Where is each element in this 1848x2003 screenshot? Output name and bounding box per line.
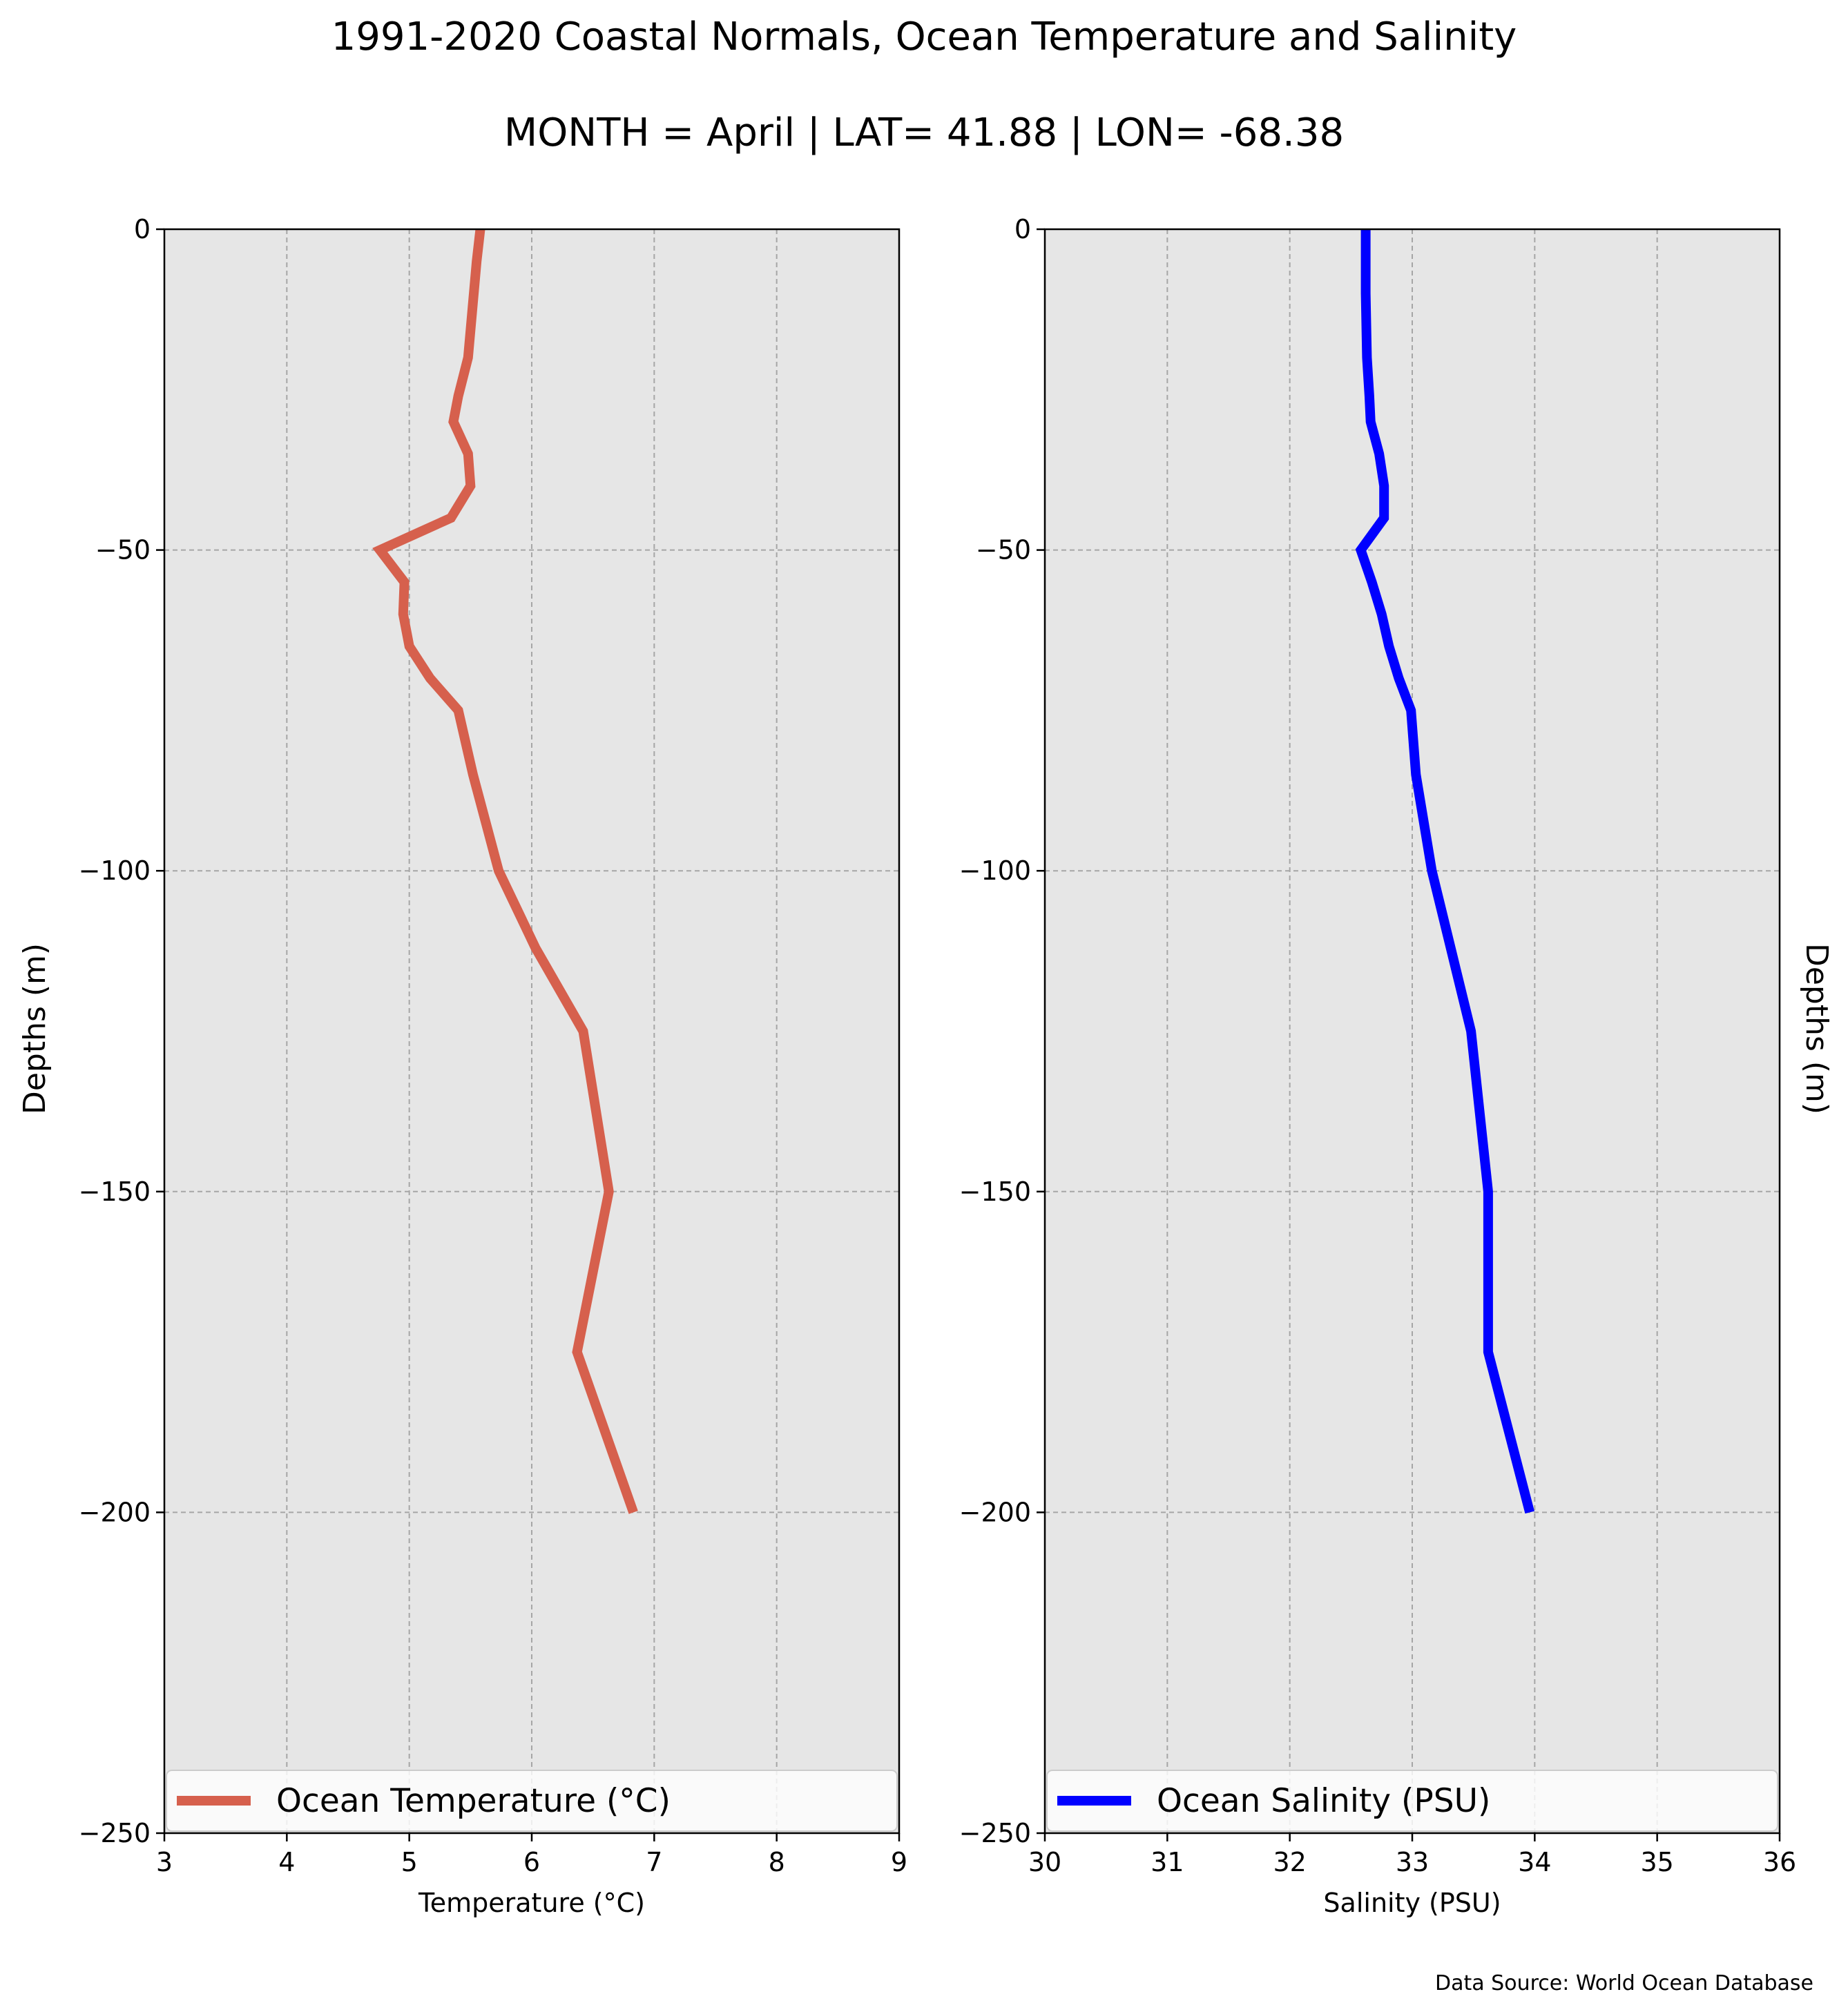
temp-y-tick-label: 0 [134, 214, 151, 244]
figure-subtitle: MONTH = April | LAT= 41.88 | LON= -68.38 [504, 110, 1344, 155]
temperature-panel: Ocean Temperature (°C) 3 4 5 6 7 8 9 0 −50 −100 −15… [79, 214, 907, 1918]
sal-y-tick-label: −200 [959, 1497, 1031, 1527]
sal-legend-label: Ocean Salinity (PSU) [1157, 1782, 1490, 1820]
sal-series-line [1355, 229, 1534, 1514]
temp-legend-box [166, 1770, 898, 1832]
sal-x-tick-label: 32 [1273, 1847, 1306, 1877]
temp-legend: Ocean Temperature (°C) [166, 1770, 898, 1832]
temp-y-tick-label: −250 [79, 1818, 151, 1848]
temp-x-tick-label: 8 [769, 1847, 785, 1877]
temp-x-tick-label: 6 [523, 1847, 540, 1877]
temp-x-tick-label: 5 [401, 1847, 418, 1877]
temp-y-tick-label: −150 [79, 1177, 151, 1207]
figure-title: 1991-2020 Coastal Normals, Ocean Tempera… [331, 14, 1517, 59]
temp-x-tick-label: 9 [891, 1847, 907, 1877]
temp-y-tick-label: −200 [79, 1497, 151, 1527]
left-y-axis-label: Depths (m) [17, 943, 52, 1114]
sal-x-tick-label: 34 [1518, 1847, 1551, 1877]
temp-y-tick-label: −50 [95, 535, 151, 565]
sal-y-tick-label: −250 [959, 1818, 1031, 1848]
sal-y-tick-label: −50 [976, 535, 1031, 565]
temp-x-tick-label: 3 [156, 1847, 173, 1877]
sal-x-tick-label: 30 [1028, 1847, 1061, 1877]
sal-legend-box [1046, 1770, 1778, 1832]
temp-x-tick-label: 4 [278, 1847, 295, 1877]
sal-x-axis-label: Salinity (PSU) [1323, 1888, 1501, 1918]
temp-series-line [372, 229, 638, 1514]
sal-y-tick-label: −150 [959, 1177, 1031, 1207]
sal-y-tick-label: −100 [959, 855, 1031, 886]
sal-x-tick-label: 36 [1763, 1847, 1796, 1877]
salinity-panel: Ocean Salinity (PSU) 30 31 32 33 34 35 36 0 −50 −1… [959, 214, 1797, 1918]
sal-x-tick-label: 31 [1151, 1847, 1184, 1877]
right-y-axis-label: Depths (m) [1799, 943, 1834, 1114]
temp-legend-label: Ocean Temperature (°C) [276, 1782, 671, 1820]
temp-x-axis-label: Temperature (°C) [418, 1888, 645, 1918]
data-source-note: Data Source: World Ocean Database [1435, 1971, 1813, 1995]
temp-x-tick-label: 7 [646, 1847, 662, 1877]
sal-legend: Ocean Salinity (PSU) [1046, 1770, 1778, 1832]
temp-y-tick-label: −100 [79, 855, 151, 886]
sal-x-tick-label: 33 [1396, 1847, 1429, 1877]
sal-y-tick-label: 0 [1014, 214, 1031, 244]
sal-x-tick-label: 35 [1640, 1847, 1673, 1877]
